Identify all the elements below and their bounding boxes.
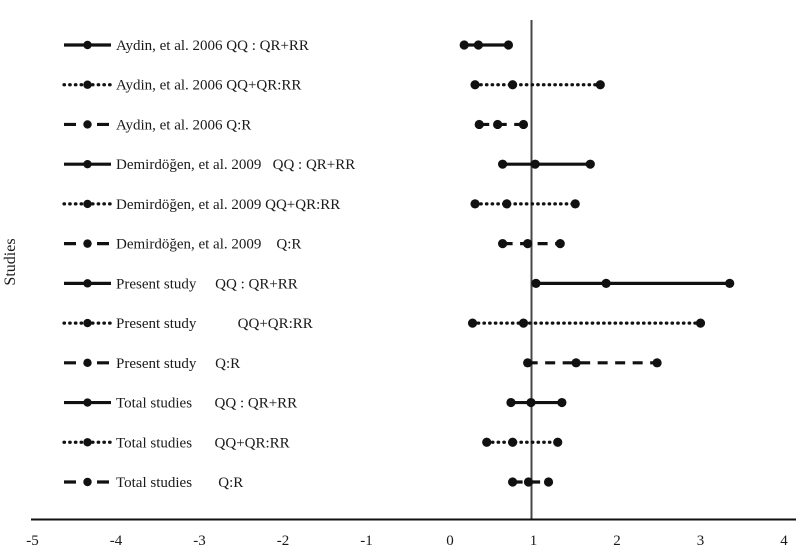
point-estimate-dot — [492, 119, 503, 130]
ci-high-dot — [557, 397, 567, 408]
forest-row: Aydin, et al. 2006 QQ+QR:RR — [62, 78, 605, 94]
row-label: Total studies QQ : QR+RR — [116, 396, 297, 412]
legend-marker-dot — [83, 159, 92, 169]
point-estimate-dot — [502, 199, 512, 209]
ci-high-dot — [595, 80, 605, 90]
ci-high-dot — [518, 119, 529, 130]
forest-row: Present study QQ+QR:RR — [62, 316, 706, 332]
forest-row: Demirdöğen, et al. 2009 QQ : QR+RR — [64, 157, 595, 173]
legend-marker-dot — [83, 239, 92, 248]
point-estimate-dot — [518, 318, 529, 328]
y-axis-title: Studies — [2, 238, 19, 285]
forest-row: Demirdöğen, et al. 2009 QQ+QR:RR — [62, 197, 580, 213]
point-estimate-dot — [571, 358, 581, 368]
ci-low-dot — [508, 477, 518, 487]
point-estimate-dot — [508, 80, 518, 90]
row-label: Aydin, et al. 2006 Q:R — [116, 117, 251, 133]
ci-high-dot — [652, 358, 662, 368]
row-label: Aydin, et al. 2006 QQ : QR+RR — [116, 38, 309, 54]
legend-marker-dot — [83, 279, 92, 288]
forest-row: Total studies QQ : QR+RR — [64, 396, 567, 412]
x-tick-label: 2 — [613, 533, 621, 549]
row-label: Demirdöğen, et al. 2009 QQ : QR+RR — [116, 157, 355, 173]
row-label: Total studies QQ+QR:RR — [116, 435, 290, 451]
row-label: Aydin, et al. 2006 QQ+QR:RR — [116, 78, 301, 94]
ci-low-dot — [498, 239, 508, 249]
legend-marker-dot — [83, 358, 92, 368]
ci-high-dot — [725, 278, 735, 288]
row-label: Demirdöğen, et al. 2009 QQ+QR:RR — [116, 197, 340, 213]
x-tick-label: -4 — [110, 533, 123, 549]
ci-low-dot — [474, 119, 484, 130]
point-estimate-dot — [526, 397, 536, 408]
x-tick-label: -1 — [360, 533, 373, 549]
ci-high-dot — [543, 477, 554, 487]
ci-high-dot — [553, 437, 563, 447]
ci-low-dot — [470, 199, 480, 209]
row-label: Present study QQ : QR+RR — [116, 276, 298, 292]
legend-marker-dot — [83, 120, 92, 129]
ci-low-dot — [467, 318, 478, 328]
x-tick-label: 0 — [446, 533, 454, 549]
legend-marker-dot — [83, 80, 92, 89]
ci-high-dot — [503, 40, 514, 50]
row-label: Total studies Q:R — [116, 475, 243, 491]
ci-low-dot — [498, 159, 508, 169]
point-estimate-dot — [523, 477, 534, 487]
x-tick-label: -3 — [193, 533, 206, 549]
x-tick-label: 3 — [697, 533, 705, 549]
row-label: Demirdöğen, et al. 2009 Q:R — [116, 237, 301, 253]
forest-row: Total studies QQ+QR:RR — [62, 435, 563, 451]
forest-row: Aydin, et al. 2006 Q:R — [64, 117, 529, 133]
x-tick-label: -2 — [277, 533, 290, 549]
ci-high-dot — [695, 318, 706, 328]
legend-marker-dot — [83, 398, 92, 407]
x-tick-label: 1 — [530, 533, 538, 549]
point-estimate-dot — [530, 159, 540, 169]
point-estimate-dot — [508, 437, 518, 447]
ci-high-dot — [570, 199, 580, 209]
forest-row: Aydin, et al. 2006 QQ : QR+RR — [64, 38, 514, 54]
forest-row: Total studies Q:R — [64, 475, 554, 491]
legend-marker-dot — [83, 438, 92, 447]
point-estimate-dot — [601, 278, 611, 288]
ci-low-dot — [482, 437, 492, 447]
row-label: Present study Q:R — [116, 356, 240, 372]
ci-low-dot — [523, 358, 533, 368]
legend-marker-dot — [83, 477, 92, 487]
ci-high-dot — [585, 159, 595, 169]
forest-row: Present study QQ : QR+RR — [64, 276, 735, 292]
ci-low-dot — [506, 397, 516, 408]
legend-marker-dot — [83, 40, 92, 50]
ci-low-dot — [459, 40, 469, 50]
ci-high-dot — [555, 239, 565, 249]
x-tick-labels: -5 -4 -3 -2 -1 0 1 2 3 4 — [26, 533, 788, 549]
forest-row: Demirdöğen, et al. 2009 Q:R — [64, 237, 565, 253]
rows-layer: Aydin, et al. 2006 QQ : QR+RR Aydin, et a… — [62, 38, 735, 491]
ci-low-dot — [470, 80, 480, 90]
point-estimate-dot — [473, 40, 483, 50]
forest-row: Present study Q:R — [64, 356, 662, 372]
point-estimate-dot — [523, 239, 533, 249]
legend-marker-dot — [83, 199, 92, 209]
x-tick-label: -5 — [26, 533, 39, 549]
row-label: Present study QQ+QR:RR — [116, 316, 313, 332]
x-tick-label: 4 — [780, 533, 788, 549]
ci-low-dot — [531, 278, 541, 288]
legend-marker-dot — [83, 318, 92, 328]
